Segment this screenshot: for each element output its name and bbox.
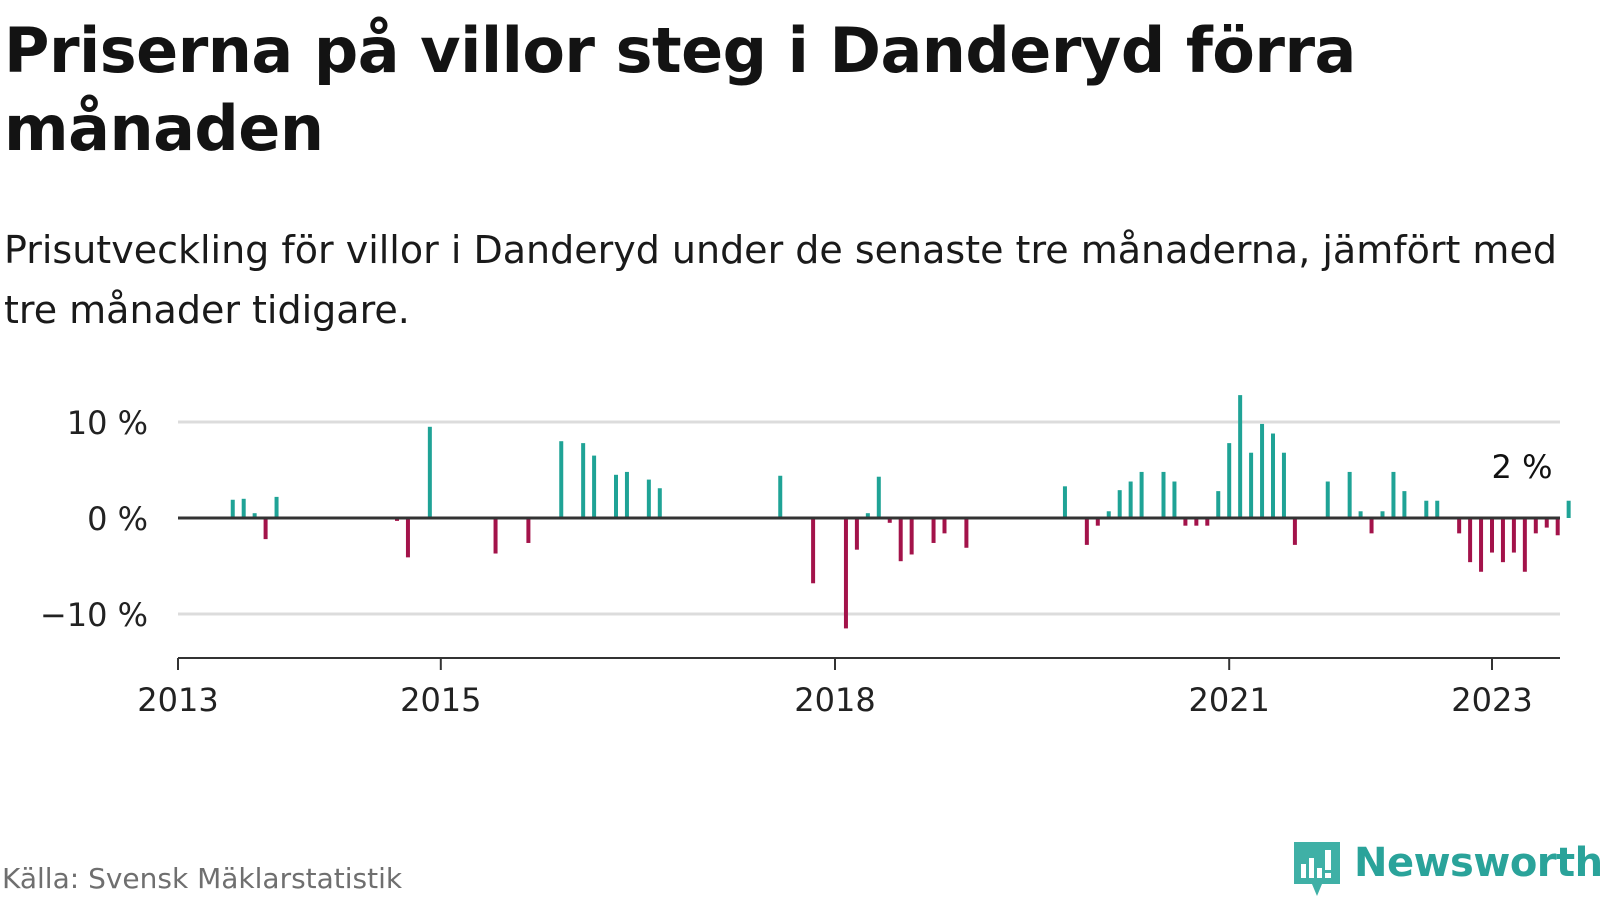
- bar: [230, 499, 235, 518]
- bar: [1095, 518, 1100, 526]
- bar: [1369, 518, 1374, 534]
- bar: [493, 518, 498, 554]
- bar: [1490, 518, 1494, 553]
- bar: [1479, 518, 1484, 572]
- bar: [1555, 518, 1560, 536]
- bar: [778, 475, 783, 518]
- bar: [405, 518, 410, 558]
- x-tick-label: 2023: [1451, 681, 1532, 719]
- bar: [1183, 518, 1188, 526]
- bar: [1216, 491, 1221, 518]
- bar: [931, 518, 936, 543]
- bar: [1347, 471, 1352, 518]
- bar: [1402, 491, 1407, 518]
- bar: [1227, 443, 1232, 518]
- newsworthy-logo-icon: [1294, 842, 1340, 896]
- bar: [1194, 518, 1199, 526]
- bar: [1325, 481, 1330, 518]
- bar: [263, 518, 268, 540]
- y-tick-label: −10 %: [40, 596, 148, 634]
- bar: [241, 498, 246, 518]
- bar: [1128, 481, 1133, 518]
- bar: [1391, 471, 1396, 518]
- chart-title: Priserna på villor steg i Danderyd förra…: [4, 14, 1356, 165]
- bar: [1281, 452, 1286, 518]
- bar: [252, 513, 257, 518]
- bar: [1468, 518, 1473, 563]
- bar: [274, 496, 279, 518]
- bar-chart: 10 % 0 % −10 % 2013 2015 2018 2021 2023 2 %: [40, 395, 1571, 719]
- bar: [427, 426, 432, 518]
- x-tick-label: 2013: [137, 681, 218, 719]
- bar: [887, 518, 892, 523]
- bar: [614, 474, 618, 518]
- bar: [854, 518, 859, 550]
- bar: [1172, 481, 1177, 518]
- y-tick-label: 0 %: [87, 500, 148, 538]
- bar: [942, 518, 947, 534]
- bar: [1380, 511, 1385, 518]
- bar: [964, 518, 969, 548]
- bar: [1566, 500, 1571, 518]
- bar: [624, 471, 629, 518]
- bar: [1424, 500, 1429, 518]
- bar: [1457, 518, 1462, 534]
- y-tick-label: 10 %: [67, 404, 148, 442]
- bar: [526, 518, 531, 543]
- bar: [646, 479, 651, 518]
- bar: [1238, 395, 1243, 518]
- bar: [1522, 518, 1527, 572]
- bar: [1435, 500, 1440, 518]
- value-annotation: 2 %: [1492, 448, 1553, 486]
- bar: [1205, 518, 1210, 526]
- x-tick-label: 2015: [400, 681, 481, 719]
- bar: [1511, 518, 1516, 553]
- bar: [657, 488, 662, 518]
- bar: [1544, 518, 1549, 528]
- bar: [865, 513, 870, 518]
- bars: [230, 395, 1571, 629]
- bar: [811, 518, 816, 584]
- bar: [592, 455, 597, 518]
- bar: [876, 476, 881, 518]
- bar: [843, 518, 848, 629]
- chart-subtitle: Prisutveckling för villor i Danderyd und…: [4, 228, 1557, 332]
- bar: [1161, 471, 1166, 518]
- bar: [1292, 518, 1297, 545]
- bar: [559, 441, 564, 518]
- grid-lines: [178, 420, 1560, 616]
- bar: [1106, 511, 1111, 518]
- bar: [898, 518, 903, 562]
- bar: [581, 443, 586, 518]
- bar: [1249, 452, 1254, 518]
- bar: [1084, 518, 1089, 545]
- bar: [909, 518, 914, 555]
- bar: [1260, 423, 1265, 518]
- bar: [1500, 518, 1505, 563]
- bar: [1533, 518, 1538, 534]
- bar: [1271, 433, 1275, 518]
- bar: [1139, 471, 1144, 518]
- bar: [1062, 486, 1067, 518]
- x-tick-label: 2021: [1188, 681, 1269, 719]
- x-tick-label: 2018: [794, 681, 875, 719]
- source-note: Källa: Svensk Mäklarstatistik: [2, 862, 403, 895]
- axes: 10 % 0 % −10 % 2013 2015 2018 2021 2023 2 %: [40, 404, 1560, 719]
- bar: [1358, 511, 1363, 518]
- brand-name: Newsworthy: [1354, 840, 1600, 886]
- bar: [1117, 490, 1122, 518]
- brand-logo: Newsworthy: [1292, 840, 1600, 900]
